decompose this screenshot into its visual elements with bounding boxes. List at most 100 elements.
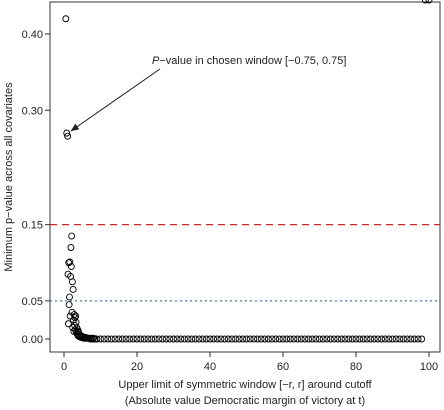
data-point (246, 335, 254, 343)
y-axis: 0.00 0.05 0.15 0.30 0.40 (22, 29, 50, 346)
data-point (378, 335, 385, 343)
data-point (356, 335, 364, 343)
data-point (62, 15, 70, 23)
data-point (337, 335, 345, 343)
data-point (129, 335, 137, 343)
data-point (90, 334, 98, 342)
data-point (312, 335, 320, 343)
data-point (254, 335, 261, 343)
data-point (410, 335, 418, 343)
data-point (148, 335, 156, 343)
data-point (217, 335, 225, 343)
y-tick-label: 0.40 (22, 29, 43, 41)
x-tick-label: 40 (204, 361, 216, 373)
data-point (126, 335, 134, 343)
data-point (210, 335, 218, 343)
data-point (239, 335, 247, 343)
data-point (224, 335, 232, 343)
data-point (290, 335, 298, 343)
data-point (64, 320, 72, 328)
data-point (166, 335, 174, 343)
x-tick-label: 100 (420, 361, 438, 373)
data-point (195, 335, 203, 343)
data-point (305, 335, 312, 343)
y-tick-label: 0.00 (22, 334, 43, 346)
data-point (352, 335, 360, 343)
data-point (272, 335, 280, 343)
data-point (67, 263, 75, 271)
data-point (275, 335, 283, 343)
data-point (389, 335, 396, 343)
data-point (137, 335, 145, 343)
y-tick-label: 0.15 (22, 220, 43, 232)
annotation: P−value in chosen window [−0.75, 0.75] (70, 55, 346, 132)
x-axis-title-line2: (Absolute value Democratic margin of vic… (125, 395, 365, 407)
data-point (297, 335, 305, 343)
x-tick-label: 80 (350, 361, 362, 373)
data-point (345, 335, 353, 343)
annotation-arrow (70, 68, 161, 132)
data-point (396, 335, 404, 343)
data-point (235, 335, 243, 343)
data-point (70, 311, 78, 319)
data-point (283, 335, 291, 343)
data-point (348, 335, 356, 343)
annotation-arrowhead (70, 123, 80, 132)
data-point (363, 335, 371, 343)
data-point (97, 335, 104, 343)
y-axis-title: Minimum p−value across all covariates (3, 82, 15, 272)
data-point (68, 232, 76, 240)
data-point (115, 335, 123, 343)
data-point (159, 335, 167, 343)
data-point (359, 335, 367, 343)
data-point (221, 335, 229, 343)
x-tick-label: 20 (131, 361, 143, 373)
data-point (403, 335, 411, 343)
data-point (91, 335, 99, 343)
plot-frame (49, 1, 441, 353)
data-point (72, 318, 80, 326)
data-point (294, 335, 302, 343)
y-tick-label: 0.30 (22, 105, 43, 117)
data-point (279, 335, 287, 343)
data-point (93, 335, 101, 343)
data-point (374, 335, 382, 343)
data-point (414, 335, 422, 343)
data-point (264, 335, 272, 343)
data-point (69, 285, 77, 293)
x-axis-title-line1: Upper limit of symmetric window [−r, r] … (118, 379, 372, 391)
data-point (89, 335, 96, 343)
data-point (67, 244, 75, 251)
data-point (323, 335, 331, 343)
data-point (64, 132, 72, 140)
data-point (162, 335, 170, 343)
data-point (66, 258, 74, 266)
data-point (104, 335, 112, 343)
data-point (122, 335, 130, 343)
data-point (286, 335, 294, 343)
data-point (100, 335, 108, 343)
data-point (133, 335, 141, 343)
data-point (268, 335, 276, 343)
data-point (341, 335, 349, 343)
data-point (330, 335, 338, 343)
data-point (170, 335, 177, 343)
data-point (111, 335, 119, 343)
data-point (144, 335, 152, 343)
data-point (261, 335, 269, 343)
data-point (392, 335, 400, 343)
x-tick-label: 60 (277, 361, 289, 373)
data-point (199, 335, 207, 343)
data-point (151, 335, 159, 343)
data-point (425, 0, 433, 4)
data-point (177, 335, 185, 343)
data-point (86, 335, 94, 343)
data-point (250, 335, 258, 343)
data-point (407, 335, 415, 343)
data-point (68, 278, 76, 286)
data-point (206, 335, 214, 343)
data-point (228, 335, 236, 343)
data-point (232, 335, 240, 343)
data-point (421, 0, 429, 4)
